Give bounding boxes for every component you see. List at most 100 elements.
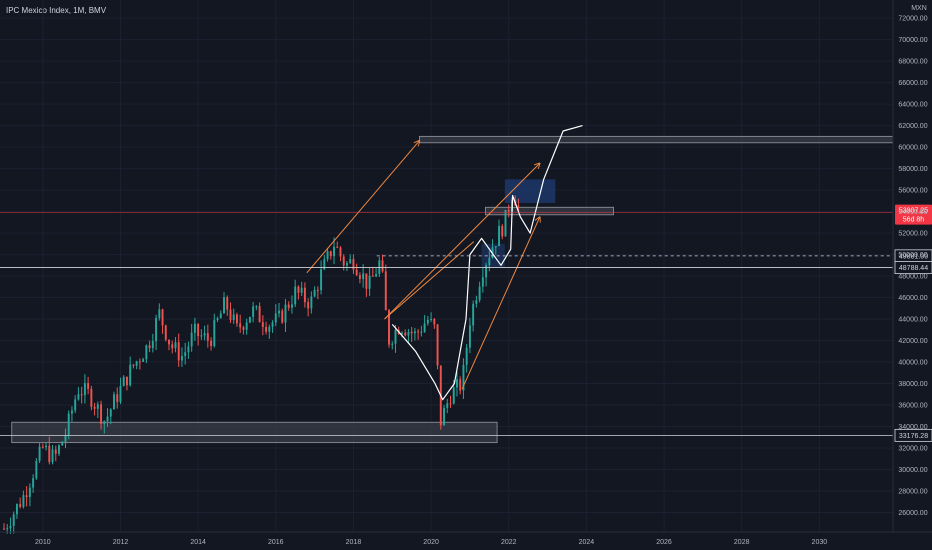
candle-body <box>6 528 9 530</box>
candle-body <box>106 416 109 422</box>
time-tick-label: 2010 <box>35 539 51 546</box>
candle-body <box>352 259 355 270</box>
candle-body <box>245 322 248 330</box>
price-tick-label: 56000.00 <box>898 188 927 195</box>
candle-body <box>32 478 35 488</box>
candle-body <box>54 449 57 454</box>
candle-body <box>517 205 520 207</box>
candle-body <box>129 364 132 386</box>
candle-body <box>320 269 323 291</box>
candle-body <box>67 413 70 436</box>
candle-body <box>187 346 190 353</box>
candle-body <box>446 403 449 408</box>
candle-body <box>307 302 310 309</box>
candle-body <box>388 310 390 345</box>
candle-body <box>58 445 60 454</box>
candle-body <box>38 446 41 461</box>
candle-body <box>239 323 242 328</box>
price-axis[interactable]: 26000.00 28000.00 30000.00 32000.00 34000.00… <box>892 0 928 532</box>
price-tick-label: 32000.00 <box>898 446 927 453</box>
candle-body <box>404 332 407 336</box>
candle-body <box>155 318 158 342</box>
time-tick-label: 2020 <box>423 539 439 546</box>
candle-body <box>216 318 219 321</box>
candle-body <box>119 386 122 402</box>
candle-body <box>197 323 200 337</box>
candle-body <box>145 345 148 360</box>
horizontal-levels: 49881.00 48788.44 33176.28 53907.25 56d 8h <box>0 204 932 442</box>
currency-label: MXN <box>911 5 927 12</box>
candle-body <box>303 287 306 303</box>
channel-line <box>461 217 540 390</box>
candle-body <box>235 314 238 324</box>
price-tick-label: 54000.00 <box>898 209 927 216</box>
candle-body <box>362 273 365 280</box>
candle-body <box>158 309 161 319</box>
candle-body <box>452 387 455 404</box>
level-tag <box>894 428 932 442</box>
candle-body <box>203 333 206 336</box>
candle-body <box>313 290 316 297</box>
last-price-tag <box>895 204 932 225</box>
countdown-label: 56d 8h <box>903 217 925 224</box>
time-tick-label: 2030 <box>812 539 828 546</box>
channel-line <box>384 163 539 320</box>
candle-body <box>475 300 478 304</box>
candle-body <box>96 404 99 409</box>
candle-body <box>80 394 83 396</box>
candle-body <box>316 290 319 292</box>
candle-body <box>420 331 423 333</box>
candle-body <box>180 356 183 361</box>
candle-body <box>333 246 335 257</box>
candle-body <box>329 251 332 257</box>
candle-body <box>365 273 368 289</box>
candle-body <box>294 286 297 305</box>
candle-body <box>51 449 54 463</box>
candle-body <box>400 332 403 335</box>
candle-body <box>190 332 193 347</box>
candle-body <box>407 331 410 336</box>
candle-body <box>232 314 235 321</box>
candle-body <box>125 376 128 386</box>
candle-body <box>148 345 151 349</box>
candle-body <box>284 304 287 323</box>
candle-body <box>77 394 80 400</box>
price-tick-label: 58000.00 <box>898 166 927 173</box>
candle-body <box>491 247 494 258</box>
candle-body <box>223 297 225 314</box>
channel-line <box>384 241 475 320</box>
candle-body <box>22 495 25 507</box>
candle-body <box>375 274 378 277</box>
candle-body <box>74 399 77 411</box>
price-tick-label: 48000.00 <box>898 274 927 281</box>
candle-body <box>15 504 18 515</box>
time-axis[interactable]: 2010 2012 2014 2016 2018 2020 2022 2024 2026 2028… <box>0 531 932 546</box>
candle-body <box>210 340 213 347</box>
time-tick-label: 2016 <box>268 539 284 546</box>
candle-body <box>381 260 384 272</box>
candle-body <box>336 246 339 248</box>
grid <box>0 0 893 532</box>
candle-body <box>459 379 462 391</box>
candle-body <box>45 445 48 448</box>
candle-body <box>219 313 222 319</box>
candle-body <box>342 256 345 266</box>
candle-body <box>161 309 164 326</box>
price-tick-label: 68000.00 <box>898 59 927 66</box>
price-tick-label: 36000.00 <box>898 403 927 410</box>
support-zone <box>11 421 498 444</box>
candle-body <box>271 322 274 327</box>
candle-body <box>113 394 115 410</box>
price-tick-label: 72000.00 <box>898 16 927 23</box>
candle-body <box>242 327 245 330</box>
time-tick-label: 2024 <box>579 539 595 546</box>
candle-body <box>281 310 284 323</box>
drawings <box>306 125 583 401</box>
candle-body <box>494 246 497 248</box>
candle-body <box>12 514 15 527</box>
price-tick-label: 40000.00 <box>898 360 927 367</box>
price-tick-label: 30000.00 <box>898 467 927 474</box>
candle-body <box>90 388 93 407</box>
candle-body <box>410 331 413 334</box>
